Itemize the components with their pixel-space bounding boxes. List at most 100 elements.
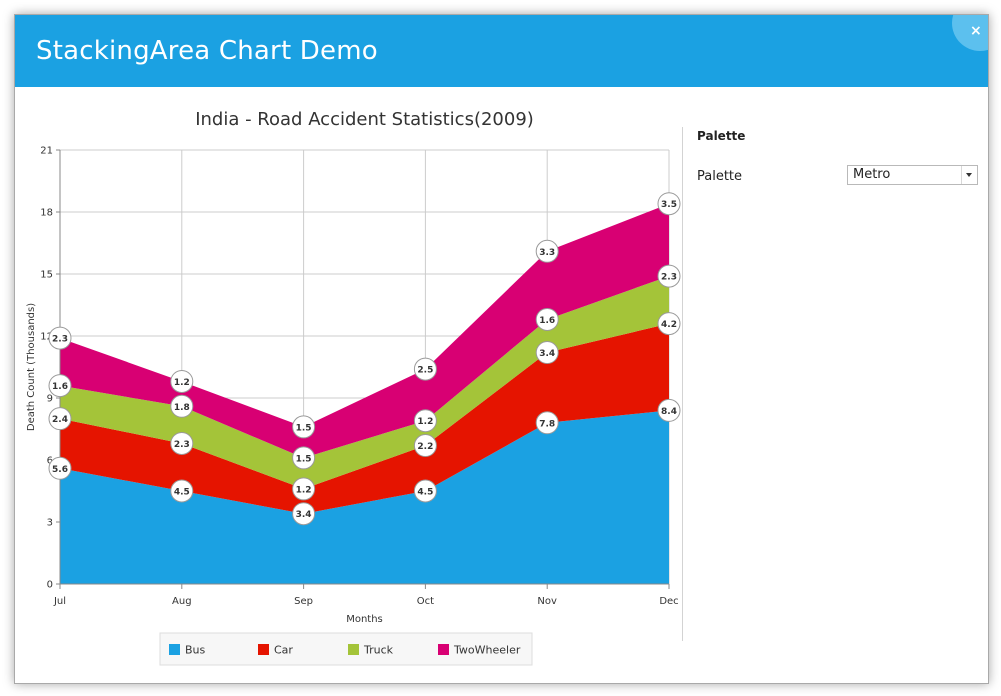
data-label-value: 1.2 [296, 485, 312, 495]
area-series-truck [60, 276, 669, 489]
window-title: StackingArea Chart Demo [36, 36, 378, 66]
legend-item: TwoWheeler [438, 644, 521, 657]
area-series-bus [60, 410, 669, 584]
y-tick-label: 6 [47, 456, 53, 467]
data-label-bubble [48, 374, 72, 398]
data-label-value: 1.6 [539, 316, 555, 326]
data-label-value: 8.4 [661, 407, 677, 417]
y-tick-label: 12 [40, 332, 53, 343]
data-label-bubble [170, 394, 194, 418]
x-tick-label: Dec [659, 596, 678, 607]
data-label: 2.5 [413, 357, 437, 381]
legend-label: Car [274, 644, 293, 657]
chart-dialog-window: StackingArea Chart Demo × India - Road A… [14, 14, 989, 684]
data-label: 2.3 [48, 326, 72, 350]
data-label-bubble [48, 326, 72, 350]
data-label-bubble [535, 239, 559, 263]
data-label: 4.5 [413, 479, 437, 503]
data-label-bubble [170, 369, 194, 393]
data-label-bubble [170, 431, 194, 455]
data-label-value: 3.3 [539, 248, 555, 258]
data-label-bubble [292, 477, 316, 501]
data-label: 5.6 [48, 456, 72, 480]
title-bar: StackingArea Chart Demo [15, 15, 988, 87]
data-label: 2.2 [413, 434, 437, 458]
data-label-value: 1.6 [52, 382, 68, 392]
data-label-bubble [48, 407, 72, 431]
data-label: 1.2 [413, 409, 437, 433]
data-label-value: 7.8 [539, 419, 555, 429]
y-tick-label: 0 [47, 580, 53, 591]
data-label-value: 1.5 [296, 423, 312, 433]
data-label: 1.2 [170, 369, 194, 393]
legend-swatch [169, 644, 180, 655]
data-label-value: 4.5 [417, 488, 433, 498]
data-label-bubble [413, 409, 437, 433]
data-label-bubble [292, 415, 316, 439]
legend-item: Truck [348, 644, 394, 657]
y-axis-label: Death Count (Thousands) [26, 303, 37, 431]
legend-item: Car [258, 644, 293, 657]
legend-swatch [258, 644, 269, 655]
data-label-value: 1.5 [296, 454, 312, 464]
data-label-bubble [413, 357, 437, 381]
data-label-bubble [170, 479, 194, 503]
data-label-bubble [535, 307, 559, 331]
chart-title: India - Road Accident Statistics(2009) [195, 109, 534, 130]
area-series-twowheeler [60, 203, 669, 458]
x-tick-label: Sep [294, 596, 313, 607]
data-label: 1.8 [170, 394, 194, 418]
data-label-bubble [657, 264, 681, 288]
data-label-value: 3.4 [296, 510, 312, 520]
chevron-down-icon [966, 173, 972, 177]
x-tick-label: Oct [417, 596, 434, 607]
close-icon: × [970, 23, 982, 39]
data-label-value: 2.2 [417, 442, 433, 452]
legend-label: Bus [185, 644, 206, 657]
data-label-bubble [535, 341, 559, 365]
data-label-value: 4.5 [174, 488, 190, 498]
x-axis-label: Months [346, 614, 383, 625]
data-label: 8.4 [657, 398, 681, 422]
area-series-car [60, 323, 669, 514]
data-label-value: 1.2 [417, 417, 433, 427]
palette-dropdown[interactable]: Metro [847, 165, 978, 185]
data-label: 3.5 [657, 192, 681, 216]
legend-swatch [348, 644, 359, 655]
data-label-value: 2.5 [417, 366, 433, 376]
data-label-bubble [48, 456, 72, 480]
data-label-bubble [413, 479, 437, 503]
data-label: 4.5 [170, 479, 194, 503]
data-label: 1.2 [292, 477, 316, 501]
y-tick-label: 3 [47, 518, 53, 529]
data-label: 4.2 [657, 312, 681, 336]
data-label: 7.8 [535, 411, 559, 435]
data-label-value: 2.3 [52, 335, 68, 345]
y-tick-label: 18 [40, 208, 53, 219]
data-label-bubble [657, 312, 681, 336]
dropdown-toggle[interactable] [961, 166, 977, 184]
data-label: 2.3 [657, 264, 681, 288]
panel-divider [682, 127, 683, 641]
data-label: 1.5 [292, 415, 316, 439]
data-label-bubble [413, 434, 437, 458]
data-label-value: 2.3 [661, 273, 677, 283]
data-label-bubble [535, 411, 559, 435]
data-label-value: 1.8 [174, 403, 190, 413]
data-label-value: 4.2 [661, 320, 677, 330]
x-tick-label: Nov [537, 596, 557, 607]
palette-label: Palette [697, 169, 743, 184]
data-label: 3.4 [535, 341, 559, 365]
data-label: 2.3 [170, 431, 194, 455]
data-label-value: 2.4 [52, 415, 68, 425]
data-label: 1.6 [48, 374, 72, 398]
data-label-value: 1.2 [174, 378, 190, 388]
data-label-bubble [657, 398, 681, 422]
y-tick-label: 9 [47, 394, 53, 405]
x-tick-label: Jul [53, 596, 66, 607]
data-label-bubble [292, 502, 316, 526]
y-tick-label: 15 [40, 270, 53, 281]
stacked-area-chart: India - Road Accident Statistics(2009) 0 3… [26, 109, 681, 666]
palette-selected-value: Metro [853, 167, 891, 182]
data-label: 3.4 [292, 502, 316, 526]
